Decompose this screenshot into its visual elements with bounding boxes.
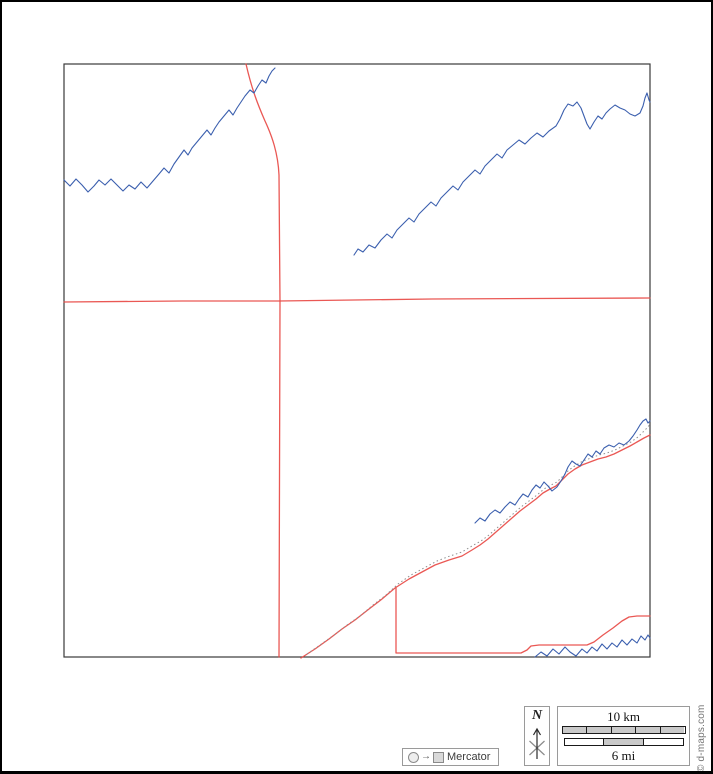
road-branch-south <box>395 587 651 654</box>
road-horizontal <box>63 297 651 303</box>
compass-box: N <box>524 706 550 766</box>
scale-km-bar <box>561 726 686 735</box>
scale-segment <box>586 727 611 734</box>
compass-needle-icon <box>529 727 545 759</box>
river-southeast <box>474 418 651 524</box>
scale-segment <box>659 727 685 734</box>
north-label: N <box>531 708 543 723</box>
river-northwest <box>63 67 276 193</box>
flat-map-square-icon <box>433 751 444 763</box>
scale-segment <box>562 727 587 734</box>
copyright-text: © d-maps.com <box>696 704 707 772</box>
scale-km-label: 10 km <box>607 709 640 725</box>
road-vertical <box>245 63 281 658</box>
scale-segment <box>635 727 660 734</box>
scale-segment <box>642 738 683 745</box>
river-northeast <box>353 92 651 256</box>
scale-segment <box>610 727 636 734</box>
scale-mi-label: 6 mi <box>611 747 636 763</box>
river-south <box>534 634 651 658</box>
scale-mi-bar <box>563 737 684 746</box>
scale-segment <box>603 738 643 745</box>
map-border <box>63 63 651 658</box>
scale-segment <box>564 738 604 745</box>
projection-legend: → Mercator <box>402 748 499 766</box>
boundary-dotted-line <box>306 423 651 655</box>
road-diagonal <box>300 434 651 659</box>
scale-bar-box: 10 km 6 mi <box>557 706 690 766</box>
projection-arrow-icon: → <box>421 751 431 762</box>
projection-label: Mercator <box>447 751 491 763</box>
globe-circle-icon <box>408 751 419 763</box>
